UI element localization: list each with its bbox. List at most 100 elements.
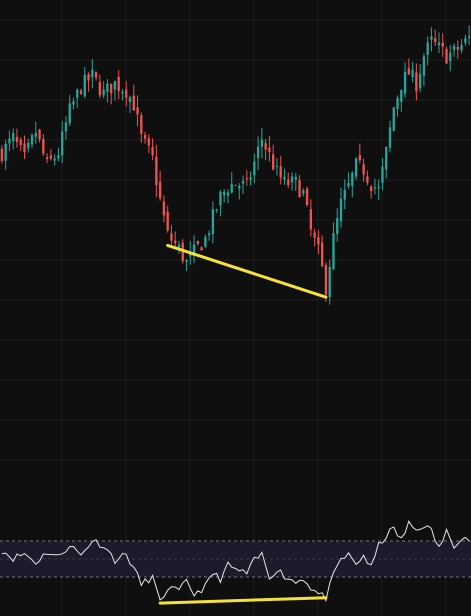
candle-body: [98, 81, 102, 96]
candle-body: [283, 176, 286, 180]
candle-body: [343, 189, 346, 200]
candle-body: [12, 133, 15, 141]
candle-body: [381, 166, 384, 183]
candle-body: [106, 83, 109, 92]
candle-body: [87, 73, 90, 81]
candles-layer: [0, 25, 471, 305]
candle-body: [302, 190, 305, 194]
candle-body: [373, 187, 377, 189]
candle-body: [64, 122, 68, 132]
candle-body: [27, 142, 30, 149]
candle-body: [204, 236, 207, 247]
candle-body: [38, 129, 41, 140]
candle-body: [30, 134, 34, 145]
candle-body: [125, 89, 128, 98]
candle-body: [200, 247, 203, 251]
candle-body: [411, 69, 414, 78]
price-divergence-line: [166, 243, 328, 299]
candle-body: [162, 201, 166, 216]
candle-body: [192, 244, 196, 257]
candle-body: [72, 101, 75, 105]
candle-body: [83, 74, 86, 97]
candle-body: [4, 143, 7, 161]
candle-body: [177, 244, 181, 248]
candle-body: [8, 138, 11, 144]
candle-body: [441, 42, 444, 47]
candle-body: [403, 71, 407, 94]
candle-body: [166, 211, 169, 231]
candle-body: [260, 139, 264, 147]
candle-body: [385, 147, 388, 170]
rsi-divergence-line: [158, 596, 328, 605]
candle-body: [456, 46, 459, 50]
candle-body: [0, 148, 4, 161]
candle-body: [226, 192, 230, 196]
candle-body: [313, 232, 316, 238]
candle-body: [279, 166, 282, 178]
candle-body: [452, 45, 456, 50]
candle-body: [388, 127, 392, 148]
candle-body: [396, 97, 399, 109]
candle-body: [147, 138, 151, 146]
candle-body: [45, 157, 49, 160]
candle-body: [132, 95, 135, 111]
candle-body: [230, 184, 233, 193]
candle-body: [174, 240, 177, 244]
candle-body: [437, 42, 441, 45]
candle-body: [234, 184, 237, 186]
candle-body: [94, 71, 98, 78]
candle-body: [68, 103, 71, 124]
price-divergence-layer: [166, 243, 328, 299]
candle-body: [407, 68, 410, 75]
candle-body: [426, 42, 429, 55]
candle-body: [309, 209, 313, 230]
candle-body: [467, 36, 471, 38]
candle-body: [275, 165, 279, 167]
candle-body: [328, 266, 331, 298]
candle-body: [61, 131, 64, 156]
candle-body: [91, 69, 94, 78]
candle-body: [76, 89, 79, 99]
candle-body: [121, 91, 124, 94]
candle-body: [464, 38, 467, 43]
candle-body: [305, 188, 309, 205]
candle-body: [223, 191, 226, 196]
candle-body: [34, 132, 37, 137]
candle-body: [400, 89, 403, 102]
candle-body: [136, 107, 139, 115]
rsi-line: [1, 520, 470, 603]
candle-body: [241, 180, 245, 184]
candle-body: [117, 76, 120, 91]
candle-body: [79, 90, 83, 95]
candle-body: [445, 49, 448, 64]
candle-body: [158, 181, 162, 199]
candle-body: [143, 134, 147, 139]
candle-body: [49, 155, 53, 159]
candle-body: [102, 89, 105, 96]
candle-body: [460, 45, 463, 51]
candle-body: [317, 237, 320, 245]
candle-body: [392, 107, 395, 131]
candle-body: [253, 161, 256, 176]
candle-body: [358, 155, 362, 161]
candle-body: [113, 80, 117, 90]
candle-body: [290, 176, 294, 183]
candle-body: [294, 176, 297, 180]
candle-body: [196, 240, 199, 244]
candle-body: [287, 179, 290, 186]
candle-body: [366, 176, 369, 183]
candle-body: [362, 164, 365, 175]
candle-body: [256, 146, 260, 159]
candle-body: [354, 158, 358, 177]
candle-body: [449, 52, 452, 61]
candle-body: [170, 233, 173, 241]
candle-body: [155, 156, 158, 186]
candle-body: [336, 218, 339, 234]
candle-body: [109, 83, 113, 94]
candle-body: [369, 186, 373, 192]
candle-body: [128, 97, 132, 102]
candle-body: [320, 242, 324, 267]
